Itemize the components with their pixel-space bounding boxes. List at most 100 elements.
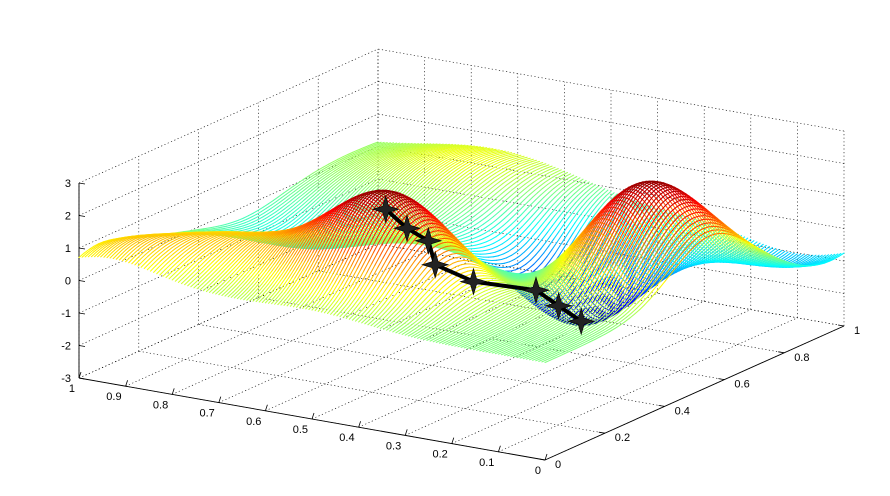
surface-segment — [326, 188, 333, 194]
surface-segment — [753, 253, 760, 258]
surface-segment — [213, 225, 220, 228]
surface-segment — [757, 243, 764, 249]
surface-segment — [448, 167, 455, 173]
surface-segment — [584, 272, 591, 280]
surface-segment — [377, 173, 384, 179]
surface-segment — [748, 262, 755, 266]
surface-segment — [429, 154, 436, 158]
surface-segment — [416, 159, 423, 164]
surface-segment — [378, 165, 385, 171]
surface-segment — [404, 170, 411, 176]
surface-segment — [310, 172, 317, 178]
surface-segment — [485, 223, 493, 228]
surface-segment — [327, 178, 334, 184]
surface-segment — [499, 200, 506, 206]
surface-segment — [537, 175, 544, 180]
surface-segment — [547, 204, 554, 212]
surface-segment — [554, 191, 561, 198]
surface-segment — [334, 194, 341, 201]
surface-segment — [267, 225, 274, 230]
surface-segment — [382, 154, 390, 158]
surface-segment — [825, 259, 832, 263]
surface-segment — [696, 246, 703, 253]
surface-segment — [342, 153, 349, 158]
surface-segment — [410, 153, 417, 158]
surface-segment — [318, 177, 325, 183]
surface-segment — [442, 166, 449, 172]
surface-segment — [446, 146, 453, 150]
surface-segment — [551, 218, 559, 227]
surface-segment — [501, 193, 508, 199]
surface-segment — [561, 171, 569, 176]
surface-segment — [577, 178, 584, 183]
surface-segment — [425, 143, 432, 146]
surface-segment — [484, 147, 491, 150]
surface-segment — [553, 209, 560, 217]
surface-segment — [306, 206, 314, 213]
surface-segment — [375, 152, 382, 156]
surface-segment — [437, 143, 444, 146]
surface-segment — [515, 267, 522, 271]
surface-segment — [711, 254, 718, 259]
surface-segment — [306, 189, 313, 195]
surface-segment — [682, 258, 689, 263]
surface-segment — [421, 176, 428, 183]
surface-segment — [451, 179, 458, 185]
grid-line — [198, 324, 665, 407]
surface-segment — [278, 225, 286, 230]
surface-segment — [681, 228, 688, 237]
surface-segment — [783, 256, 790, 261]
surface-segment — [402, 149, 409, 153]
surface-segment — [274, 218, 281, 223]
surface-segment — [489, 209, 496, 215]
surface-segment — [376, 169, 383, 175]
surface-segment — [425, 147, 432, 151]
surface-segment — [325, 193, 332, 199]
surface-segment — [712, 250, 719, 255]
surface-segment — [372, 159, 380, 164]
surface-segment — [484, 176, 491, 181]
surface-segment — [687, 261, 694, 264]
surface-segment — [534, 212, 541, 220]
surface-segment — [444, 148, 451, 152]
surface-segment — [516, 226, 523, 233]
surface-segment — [361, 149, 368, 154]
surface-segment — [337, 171, 344, 177]
surface-segment — [468, 215, 475, 221]
surface-segment — [454, 145, 461, 149]
surface-segment — [450, 191, 457, 197]
surface-segment — [773, 260, 780, 264]
surface-segment — [733, 245, 740, 252]
surface-segment — [363, 177, 370, 183]
surface-segment — [692, 262, 699, 265]
surface-segment — [307, 195, 314, 201]
surface-segment — [726, 256, 733, 261]
surface-segment — [459, 154, 466, 159]
surface-segment — [315, 202, 322, 209]
surface-segment — [431, 184, 439, 191]
surface-segment — [423, 154, 430, 158]
surface-segment — [532, 178, 539, 183]
surface-segment — [663, 258, 670, 264]
surface-segment — [427, 146, 434, 149]
surface-segment — [527, 181, 534, 187]
surface-segment — [441, 218, 448, 223]
surface-segment — [756, 249, 763, 254]
surface-segment — [321, 178, 328, 183]
surface-segment — [224, 226, 231, 229]
surface-segment — [593, 208, 600, 216]
surface-segment — [307, 180, 314, 186]
surface-segment — [257, 206, 264, 211]
surface-segment — [408, 149, 415, 153]
surface-segment — [399, 174, 406, 181]
surface-segment — [288, 218, 296, 224]
surface-segment — [362, 172, 369, 178]
surface-segment — [530, 183, 537, 189]
surface-segment — [497, 207, 504, 213]
surface-segment — [308, 176, 315, 182]
surface-segment — [429, 144, 436, 148]
surface-segment — [474, 149, 481, 153]
surface-segment — [746, 254, 753, 260]
surface-segment — [725, 259, 732, 263]
surface-segment — [277, 219, 284, 225]
